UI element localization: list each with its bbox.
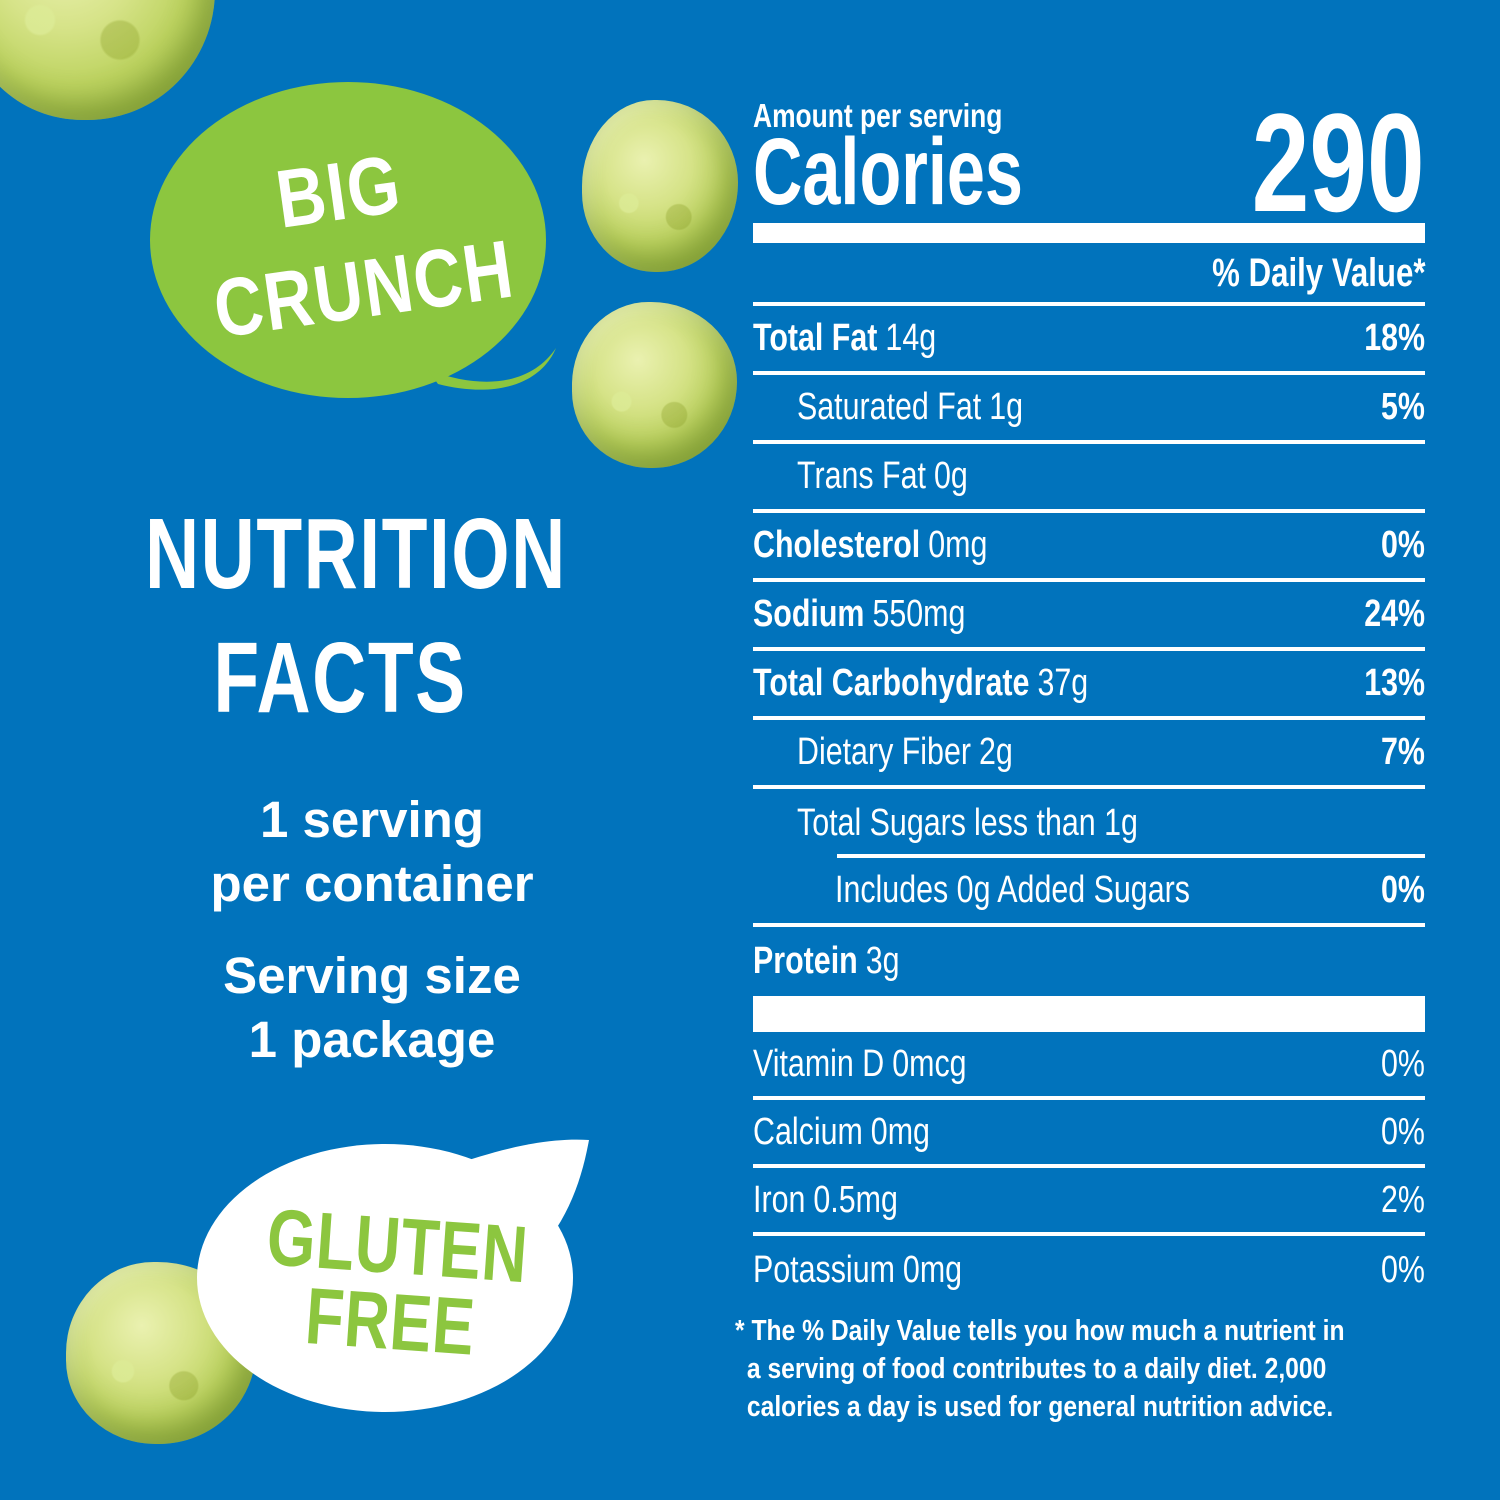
nutrient-name: Cholesterol [753,524,921,566]
row-calcium: Calcium 0mg 0% [753,1100,1425,1168]
row-potassium: Potassium 0mg 0% [753,1236,1425,1304]
nutrient-amount: 0mg [928,524,988,566]
nutrient-dv: 0% [1381,524,1425,566]
nutrient-dv: 13% [1364,662,1425,704]
thick-divider [753,996,1425,1032]
big-crunch-badge: BIG CRUNCH [194,124,520,361]
snack-puff-icon [572,302,737,468]
servings-line1: 1 serving [260,791,484,848]
footnote-line1: * The % Daily Value tells you how much a… [735,1315,1345,1347]
nutrient-name: Calcium [753,1110,863,1153]
nutrient-name: Sodium [753,593,865,635]
thick-divider [753,223,1425,243]
nutrient-name: Total Fat [753,317,878,359]
row-protein: Protein 3g [753,927,1425,996]
row-total-fat: Total Fat 14g 18% [753,306,1425,375]
nutrient-name: Potassium [753,1248,895,1291]
row-iron: Iron 0.5mg 2% [753,1168,1425,1236]
nutrient-dv: 5% [1381,386,1425,428]
row-trans-fat: Trans Fat 0g [753,444,1425,513]
row-dietary-fiber: Dietary Fiber 2g 7% [753,720,1425,789]
row-saturated-fat: Saturated Fat 1g 5% [753,375,1425,444]
nutrient-amount: 1g [989,386,1024,428]
nutrient-name: Iron [753,1178,806,1221]
serving-size-line1: Serving size [223,947,521,1004]
nutrient-name: Trans Fat [797,455,926,497]
nutrient-name: Protein [753,940,858,982]
row-cholesterol: Cholesterol 0mg 0% [753,513,1425,582]
nutrient-rows: Total Fat 14g 18% Saturated Fat 1g 5% Tran… [753,302,1425,1304]
nutrient-dv: 7% [1381,731,1425,773]
serving-size: Serving size 1 package [130,944,614,1072]
nutrient-amount: 14g [885,317,937,359]
nutrient-name: Dietary Fiber [797,731,971,773]
gluten-free-bubble [197,1139,589,1412]
nutrient-amount: 0.5mg [813,1178,898,1221]
nutrient-dv: 18% [1364,317,1425,359]
title-line1: NUTRITION [145,498,567,610]
footnote-line2: a serving of food contributes to a daily… [746,1353,1327,1385]
daily-value-footnote: * The % Daily Value tells you how much a… [735,1312,1455,1426]
title-line2: FACTS [213,622,467,734]
row-total-sugars: Total Sugars less than 1g [753,789,1425,858]
nutrition-facts-title: NUTRITION FACTS [145,492,567,740]
nutrient-name: Vitamin D [753,1042,885,1085]
nutrient-amount: 0mg [870,1110,930,1153]
row-added-sugars: Includes 0g Added Sugars 0% [753,858,1425,927]
nutrient-dv: 0% [1381,869,1425,911]
nutrient-amount: 2g [979,731,1013,773]
snack-puff-icon [582,100,738,272]
row-sodium: Sodium 550mg 24% [753,582,1425,651]
footnote-line3: calories a day is used for general nutri… [746,1391,1334,1423]
daily-value-header: % Daily Value* [1211,251,1425,295]
nutrient-dv: 24% [1364,593,1425,635]
calories-value: 290 [1252,84,1425,241]
nutrient-amount: 0g [933,455,968,497]
nutrient-name: Saturated Fat [797,386,982,428]
nutrient-dv: 0% [1381,1042,1425,1085]
serving-size-line2: 1 package [248,1011,496,1068]
nutrition-table-header: Amount per serving Calories 290 % Daily … [753,84,1425,302]
nutrient-amount: 550mg [872,593,966,635]
nutrient-amount: less than 1g [973,802,1138,844]
nutrient-amount: 37g [1037,662,1089,704]
row-vitamin-d: Vitamin D 0mcg 0% [753,1032,1425,1100]
nutrient-name: Includes 0g Added Sugars [835,869,1190,911]
nutrition-table: Amount per serving Calories 290 % Daily … [753,84,1425,1304]
nutrient-dv: 0% [1381,1110,1425,1153]
row-total-carbohydrate: Total Carbohydrate 37g 13% [753,651,1425,720]
big-crunch-bubble [150,82,556,398]
nutrient-amount: 0mcg [892,1042,967,1085]
servings-per-container: 1 serving per container [130,788,614,916]
nutrient-dv: 2% [1381,1178,1425,1221]
servings-line2: per container [210,855,534,912]
nutrient-name: Total Sugars [797,802,966,844]
gluten-free-badge: GLUTEN FREE [259,1192,531,1371]
nutrient-dv: 0% [1381,1248,1425,1291]
amount-per-serving-label: Amount per serving [753,97,1003,134]
nutrient-name: Total Carbohydrate [753,662,1030,704]
nutrient-amount: 0mg [902,1248,963,1291]
nutrient-amount: 3g [865,940,900,982]
calories-label: Calories [753,119,1023,225]
